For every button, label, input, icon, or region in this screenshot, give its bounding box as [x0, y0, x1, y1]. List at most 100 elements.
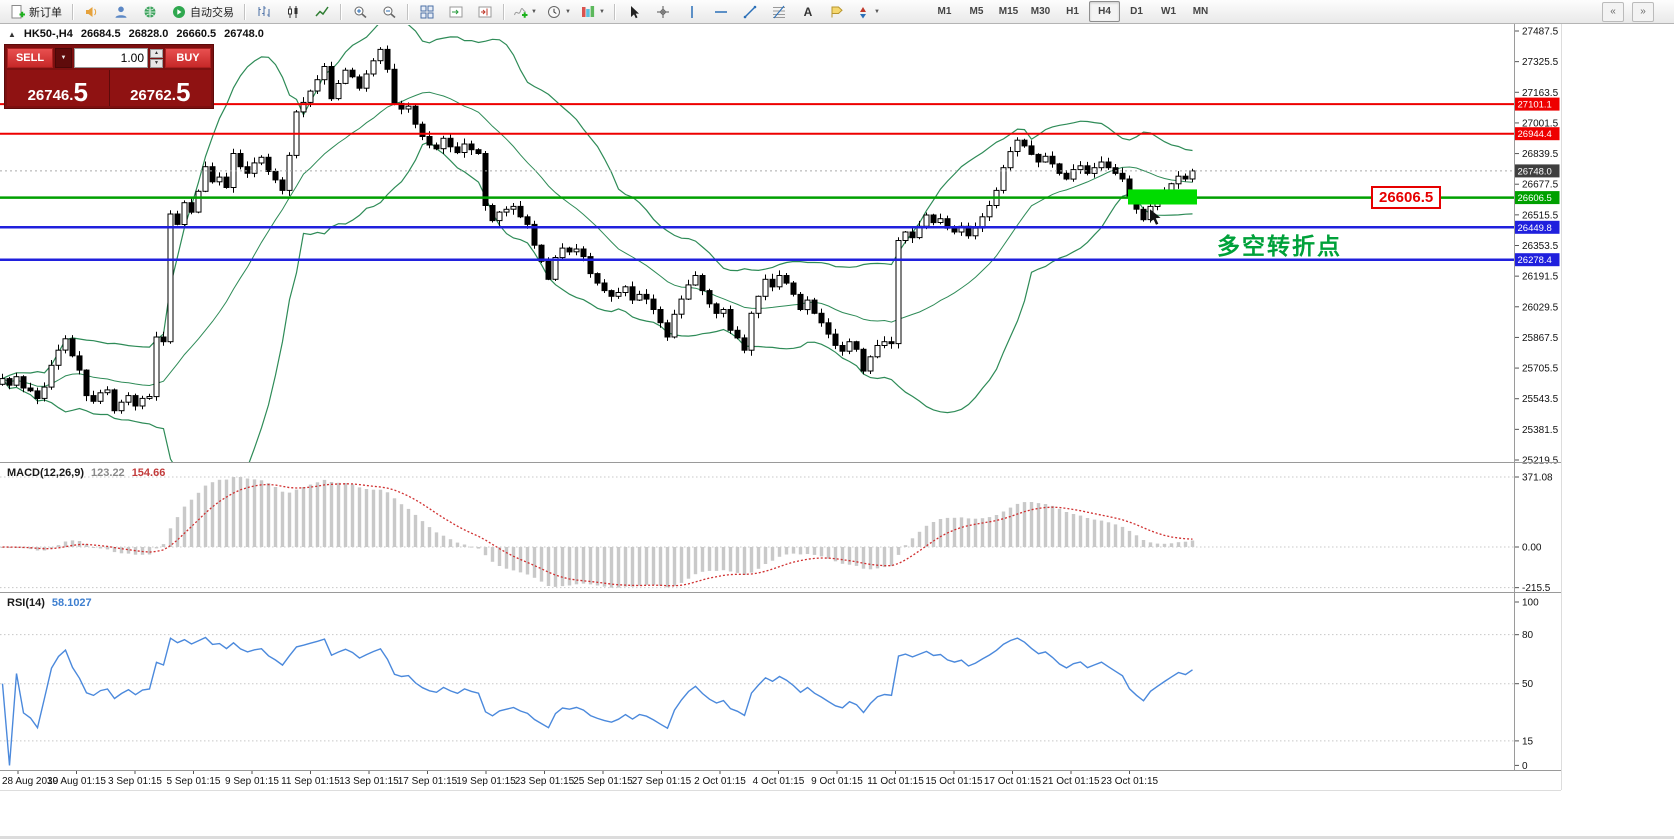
cursor-tool-button[interactable]: [620, 1, 648, 23]
fibonacci-button[interactable]: [765, 1, 793, 23]
down-caret-icon: ▼: [154, 60, 159, 66]
svg-text:A: A: [804, 5, 813, 19]
svg-text:26278.4: 26278.4: [1518, 255, 1552, 266]
ohlc-close: 26748.0: [224, 28, 264, 40]
crosshair-tool-button[interactable]: [649, 1, 677, 23]
chevron-down-icon[interactable]: ▼: [874, 8, 880, 15]
volume-up-button[interactable]: ▲: [150, 48, 163, 58]
chart-candles-button[interactable]: [279, 1, 307, 23]
svg-text:371.08: 371.08: [1522, 473, 1553, 484]
price-tag: [1514, 253, 1560, 267]
order-type-dropdown[interactable]: ▼: [55, 48, 72, 68]
tile-windows-button[interactable]: [413, 1, 441, 23]
buy-price-button[interactable]: 26762. 5: [108, 70, 211, 106]
timeframe-buttons: M1 M5 M15 M30 H1 H4 D1 W1 MN: [929, 1, 1216, 22]
autoscroll-icon: [449, 6, 463, 17]
new-order-button[interactable]: 新订单: [4, 1, 68, 23]
cursor-icon: [631, 5, 639, 18]
rsi-line: [1, 636, 1193, 766]
svg-text:26515.5: 26515.5: [1522, 210, 1559, 221]
news-button[interactable]: [78, 1, 106, 23]
label-tool-button[interactable]: [823, 1, 851, 23]
chevron-down-icon[interactable]: ▼: [599, 8, 605, 15]
svg-text:-215.5: -215.5: [1522, 583, 1551, 594]
vertical-line-button[interactable]: [678, 1, 706, 23]
macd-indicator-label: MACD(12,26,9) 123.22 154.66: [7, 467, 165, 479]
price-tag: [1514, 97, 1560, 111]
svg-text:27001.5: 27001.5: [1522, 118, 1559, 129]
tile-windows-icon: [420, 5, 434, 18]
svg-text:0.00: 0.00: [1522, 543, 1542, 554]
timeframe-button-w1[interactable]: W1: [1161, 6, 1176, 17]
timeframe-button-m1[interactable]: M1: [937, 6, 952, 17]
chevron-down-icon[interactable]: ▼: [531, 8, 537, 15]
new-order-label: 新订单: [29, 6, 62, 19]
toolbar-overflow-right-button[interactable]: »: [1632, 1, 1654, 22]
macd-name: MACD(12,26,9): [7, 467, 85, 479]
svg-text:21 Oct 01:15: 21 Oct 01:15: [1042, 776, 1100, 787]
timeframe-button-m5[interactable]: M5: [969, 6, 984, 17]
svg-text:26677.5: 26677.5: [1522, 180, 1559, 191]
sell-price-pips: 5: [73, 77, 88, 108]
timeframe-button-d1[interactable]: D1: [1130, 6, 1143, 17]
svg-text:3 Sep 01:15: 3 Sep 01:15: [108, 776, 162, 787]
timeframe-button-m15[interactable]: M15: [998, 6, 1019, 17]
ohlc-high: 26828.0: [128, 28, 169, 40]
price-tag: [1514, 164, 1560, 178]
svg-text:23 Sep 01:15: 23 Sep 01:15: [515, 776, 575, 787]
market-button[interactable]: [136, 1, 164, 23]
chart-bars-button[interactable]: [250, 1, 278, 23]
separator: [72, 3, 74, 20]
sell-price-button[interactable]: 26746. 5: [7, 70, 109, 106]
zoom-in-button[interactable]: [346, 1, 374, 23]
price-axis[interactable]: 27487.5 27325.5 27163.5 27001.5 26839.5 26677…: [1514, 27, 1560, 772]
chart-line-button[interactable]: [308, 1, 336, 23]
svg-text:11 Sep 01:15: 11 Sep 01:15: [281, 776, 340, 787]
text-tool-button[interactable]: A: [794, 1, 822, 23]
indicators-icon: [514, 7, 528, 18]
clock-icon: [548, 5, 560, 18]
toolbar-overflow-left-button[interactable]: «: [1602, 1, 1624, 22]
separator: [614, 3, 616, 20]
chart-shift-button[interactable]: [471, 1, 499, 23]
timeframe-button-h1[interactable]: H1: [1066, 6, 1079, 17]
autotrading-button[interactable]: 自动交易: [165, 1, 240, 23]
rsi-indicator-label: RSI(14) 58.1027: [7, 597, 92, 609]
zoom-out-button[interactable]: [375, 1, 403, 23]
trendline-button[interactable]: [736, 1, 764, 23]
bar-chart-icon: [258, 5, 270, 17]
buy-button[interactable]: BUY: [165, 48, 211, 68]
community-button[interactable]: [107, 1, 135, 23]
sell-button[interactable]: SELL: [7, 48, 53, 68]
svg-text:9 Oct 01:15: 9 Oct 01:15: [811, 776, 863, 787]
svg-text:27 Sep 01:15: 27 Sep 01:15: [632, 776, 692, 787]
periods-button[interactable]: ▼: [543, 1, 576, 23]
up-caret-icon: ▲: [154, 50, 159, 56]
templates-button[interactable]: ▼: [577, 1, 610, 23]
svg-text:26839.5: 26839.5: [1522, 149, 1559, 160]
separator: [503, 3, 505, 20]
bollinger-lower: [2, 140, 1193, 462]
crosshair-icon: [657, 5, 669, 18]
volume-input[interactable]: [74, 48, 148, 68]
ohlc-low: 26660.5: [176, 28, 217, 40]
svg-text:27163.5: 27163.5: [1522, 88, 1559, 99]
timeframe-button-h4[interactable]: H4: [1089, 1, 1120, 22]
chevron-down-icon[interactable]: ▼: [565, 8, 571, 15]
svg-text:26029.5: 26029.5: [1522, 302, 1559, 313]
autoscroll-button[interactable]: [442, 1, 470, 23]
globe-icon: [144, 6, 156, 17]
svg-text:15 Oct 01:15: 15 Oct 01:15: [925, 776, 983, 787]
timeframe-button-m30[interactable]: M30: [1030, 6, 1051, 17]
price-tag: [1514, 191, 1560, 205]
horizontal-line-button[interactable]: [707, 1, 735, 23]
indicators-button[interactable]: ▼: [509, 1, 542, 23]
arrows-tool-button[interactable]: ▼: [852, 1, 885, 23]
volume-down-button[interactable]: ▼: [150, 58, 163, 68]
timeframe-button-mn[interactable]: MN: [1192, 6, 1209, 17]
chart-canvas[interactable]: 27487.5 27325.5 27163.5 27001.5 26839.5 26677…: [0, 24, 1674, 839]
cursor-arrow: [1150, 209, 1161, 225]
svg-text:2 Oct 01:15: 2 Oct 01:15: [694, 776, 746, 787]
